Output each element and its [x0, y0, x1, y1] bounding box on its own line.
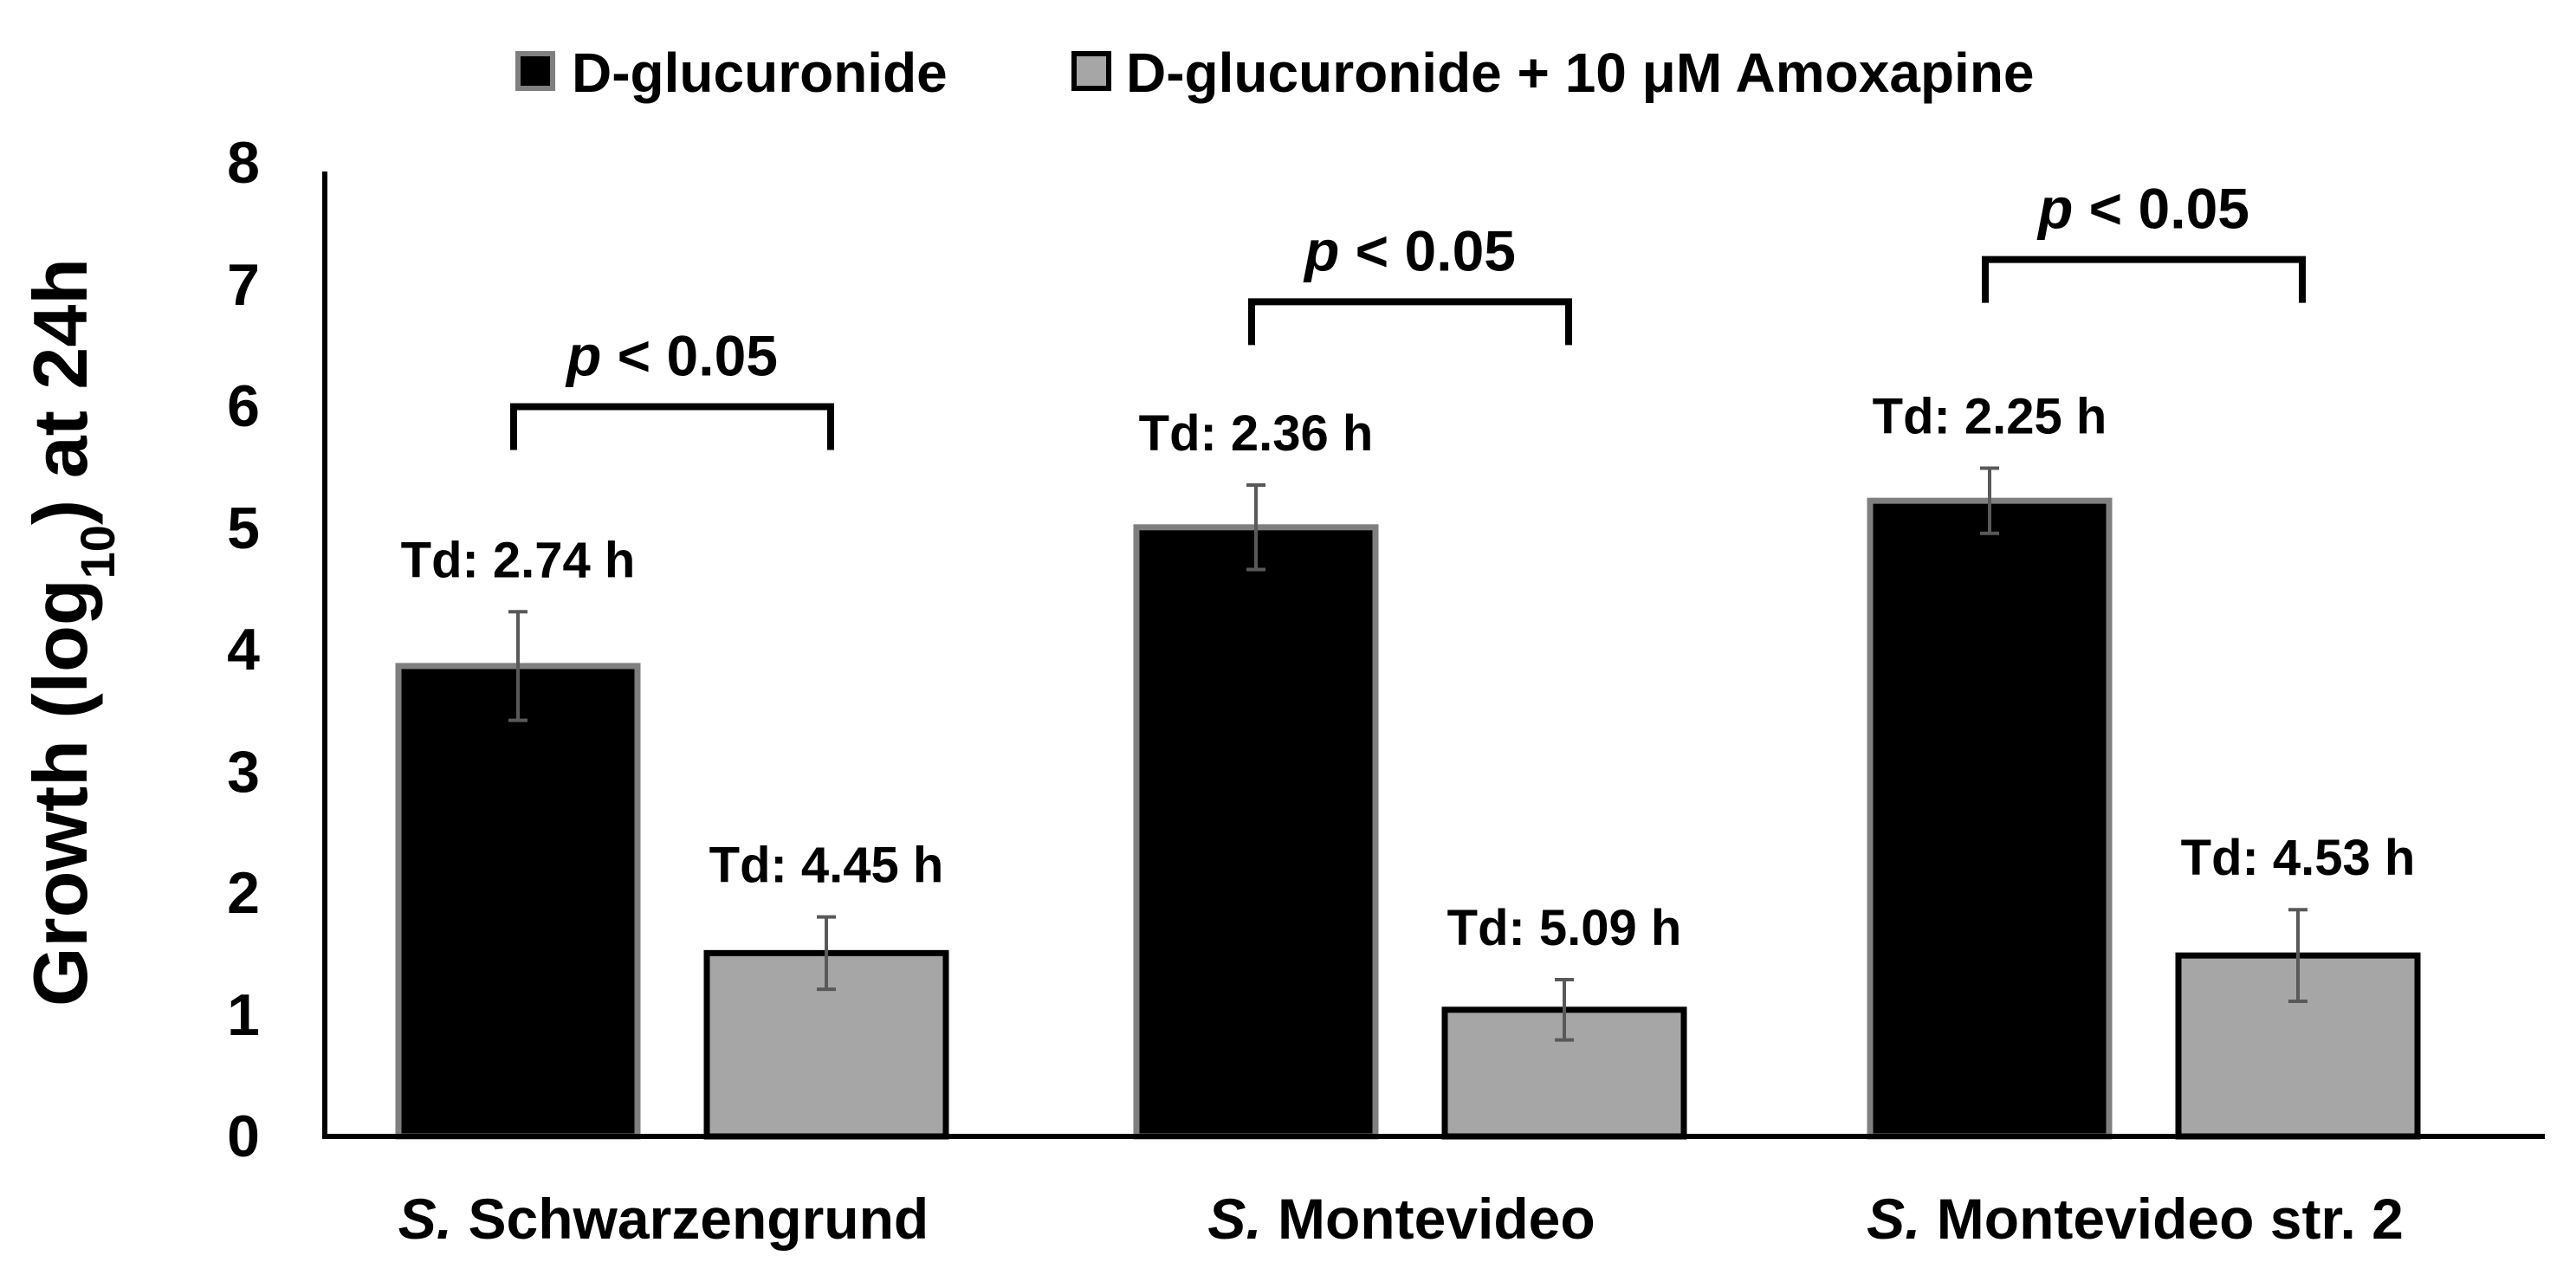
- p-value-label: p < 0.05: [565, 324, 778, 388]
- category-name: Montevideo: [1262, 1187, 1595, 1251]
- bar-series-1-montevideo-str2: [1867, 497, 2113, 1140]
- y-tick-label: 2: [227, 860, 260, 926]
- p-symbol: p: [1303, 218, 1339, 282]
- y-tick-label: 3: [227, 739, 260, 805]
- error-bars: [508, 466, 2307, 1042]
- data-label: Td: 5.09 h: [1447, 900, 1682, 956]
- p-threshold: < 0.05: [601, 324, 778, 388]
- legend-label-series-2: D-glucuronide + 10 μM Amoxapine: [1126, 42, 2035, 104]
- y-axis-title: Growth (log10) at 24h: [17, 258, 125, 1006]
- error-bar: [1555, 977, 1574, 1042]
- bar-series-1-schwarzengrund: [395, 663, 641, 1140]
- y-tick-label: 4: [227, 617, 260, 683]
- significance-bracket: [1982, 256, 2306, 303]
- y-tick-label: 1: [227, 982, 260, 1048]
- category-genus: S.: [398, 1187, 452, 1251]
- p-value-label: p < 0.05: [1303, 218, 1516, 282]
- legend-label-series-1: D-glucuronide: [572, 42, 948, 104]
- y-axis-title-subscript: 10: [70, 525, 125, 579]
- p-value-label: p < 0.05: [2036, 177, 2249, 241]
- significance-brackets: p < 0.05 p < 0.05 p < 0.05: [510, 177, 2306, 450]
- y-tick-label: 0: [227, 1103, 260, 1169]
- error-bar: [1980, 466, 1999, 535]
- data-label: Td: 4.53 h: [2181, 830, 2416, 886]
- legend-swatch-series-1: [515, 51, 555, 91]
- x-category-label-schwarzengrund: S. Schwarzengrund: [398, 1187, 929, 1251]
- p-symbol: p: [565, 324, 601, 388]
- error-bar: [2288, 908, 2307, 1004]
- error-bar: [508, 610, 527, 722]
- category-name: Montevideo str. 2: [1920, 1187, 2403, 1251]
- doubling-time-labels: Td: 2.74 h Td: 4.45 h Td: 2.36 h Td: 5.0…: [401, 389, 2416, 956]
- data-label: Td: 2.36 h: [1139, 405, 1374, 462]
- x-axis-categories: S. Schwarzengrund S. Montevideo S. Monte…: [398, 1187, 2404, 1251]
- y-tick-label: 6: [227, 373, 260, 439]
- category-genus: S.: [1207, 1187, 1261, 1251]
- data-label: Td: 2.74 h: [401, 532, 636, 588]
- y-axis-title-part-1: Growth (log: [17, 579, 103, 1006]
- x-category-label-montevideo: S. Montevideo: [1207, 1187, 1595, 1251]
- x-category-label-montevideo-str2: S. Montevideo str. 2: [1867, 1187, 2404, 1251]
- error-bar: [817, 915, 836, 992]
- bars: [395, 497, 2421, 1140]
- significance-bracket: [1248, 298, 1572, 346]
- legend: D-glucuronide D-glucuronide + 10 μM Amox…: [515, 42, 2035, 104]
- p-threshold: < 0.05: [2073, 177, 2249, 241]
- y-axis-title-part-2: ) at 24h: [17, 258, 103, 525]
- y-tick-label: 7: [227, 252, 260, 318]
- category-name: Schwarzengrund: [452, 1187, 929, 1251]
- data-label: Td: 4.45 h: [709, 838, 944, 894]
- data-label: Td: 2.25 h: [1873, 389, 2107, 445]
- p-threshold: < 0.05: [1339, 218, 1516, 282]
- category-genus: S.: [1867, 1187, 1920, 1251]
- y-tick-label: 5: [227, 495, 260, 561]
- significance-bracket: [510, 403, 834, 450]
- bar-series-1-montevideo: [1133, 524, 1379, 1140]
- error-bar: [1246, 483, 1265, 572]
- y-axis-ticks: 0 1 2 3 4 5 6 7 8: [227, 130, 260, 1169]
- p-symbol: p: [2036, 177, 2073, 241]
- legend-swatch-series-2: [1071, 51, 1111, 91]
- y-tick-label: 8: [227, 130, 260, 196]
